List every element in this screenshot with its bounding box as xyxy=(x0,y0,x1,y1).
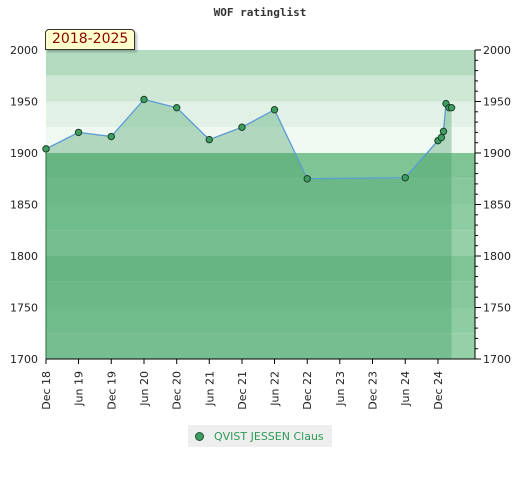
y-tick-label-right: 2000 xyxy=(483,44,511,57)
band-1750-1775 xyxy=(46,281,475,308)
band-1725-1750 xyxy=(46,307,475,334)
legend-label: QVIST JESSEN Claus xyxy=(214,429,324,443)
band-1775-1800 xyxy=(46,256,475,282)
chart-title: WOF ratinglist xyxy=(213,6,307,19)
x-tick-label: Jun 23 xyxy=(334,371,347,407)
y-tick-label-right: 1900 xyxy=(483,147,511,160)
data-point[interactable] xyxy=(74,128,83,137)
y-tick-label-right: 1950 xyxy=(483,96,511,109)
band-1950-1975 xyxy=(46,75,475,102)
y-tick-label-left: 1800 xyxy=(10,250,38,263)
period-badge: 2018-2025 xyxy=(45,29,136,50)
data-point[interactable] xyxy=(238,123,246,131)
data-point[interactable] xyxy=(401,174,409,182)
data-point[interactable] xyxy=(173,103,181,112)
y-tick-label-right: 1750 xyxy=(483,302,511,315)
x-tick-label: Dec 20 xyxy=(171,371,184,410)
series-area xyxy=(46,99,452,359)
data-point[interactable] xyxy=(140,95,148,104)
band-1800-1825 xyxy=(46,230,475,256)
data-point[interactable] xyxy=(303,175,311,183)
x-tick-label: Dec 18 xyxy=(40,371,53,410)
y-tick-label-left: 1950 xyxy=(10,96,38,109)
x-tick-label: Jun 20 xyxy=(138,371,151,407)
x-tick-label: Dec 22 xyxy=(301,371,314,410)
x-tick-label: Jun 21 xyxy=(203,371,216,407)
band-1900-1925 xyxy=(46,127,475,153)
data-point[interactable] xyxy=(205,135,213,144)
data-point[interactable] xyxy=(447,103,456,112)
legend-marker-icon xyxy=(195,431,204,441)
axes: 1700 1700 1750 1750 1800 1800 1850 1850 1900 1900… xyxy=(10,44,511,410)
y-tick-label-left: 1750 xyxy=(10,302,38,315)
x-tick-label: Dec 19 xyxy=(105,371,118,410)
rating-bands xyxy=(46,50,475,359)
band-1850-1875 xyxy=(46,178,475,205)
legend[interactable]: QVIST JESSEN Claus xyxy=(188,425,332,447)
band-1825-1850 xyxy=(46,204,475,231)
x-tick-label: Jun 22 xyxy=(269,371,282,407)
rating-points xyxy=(42,95,456,183)
y-tick-label-left: 1700 xyxy=(10,353,38,366)
x-tick-label: Dec 21 xyxy=(236,371,249,410)
band-1925-1950 xyxy=(46,101,475,128)
x-tick-label: Dec 24 xyxy=(432,371,445,410)
y-tick-label-right: 1850 xyxy=(483,199,511,212)
y-tick-label-left: 1850 xyxy=(10,199,38,212)
y-tick-label-right: 1700 xyxy=(483,353,511,366)
band-1700-1725 xyxy=(46,333,475,359)
y-tick-label-right: 1800 xyxy=(483,250,511,263)
series-line xyxy=(45,98,452,180)
data-point[interactable] xyxy=(439,127,448,136)
data-point[interactable] xyxy=(42,145,50,153)
data-point[interactable] xyxy=(107,132,115,141)
data-point[interactable] xyxy=(270,106,279,114)
band-1975-2000 xyxy=(46,50,475,76)
x-tick-label: Jun 24 xyxy=(399,371,412,407)
rating-area xyxy=(45,98,452,359)
y-tick-label-left: 2000 xyxy=(10,44,38,57)
data-point[interactable] xyxy=(437,133,446,142)
x-tick-label: Dec 23 xyxy=(367,371,380,410)
y-tick-label-left: 1900 xyxy=(10,147,38,160)
x-tick-label: Jun 19 xyxy=(73,371,86,407)
